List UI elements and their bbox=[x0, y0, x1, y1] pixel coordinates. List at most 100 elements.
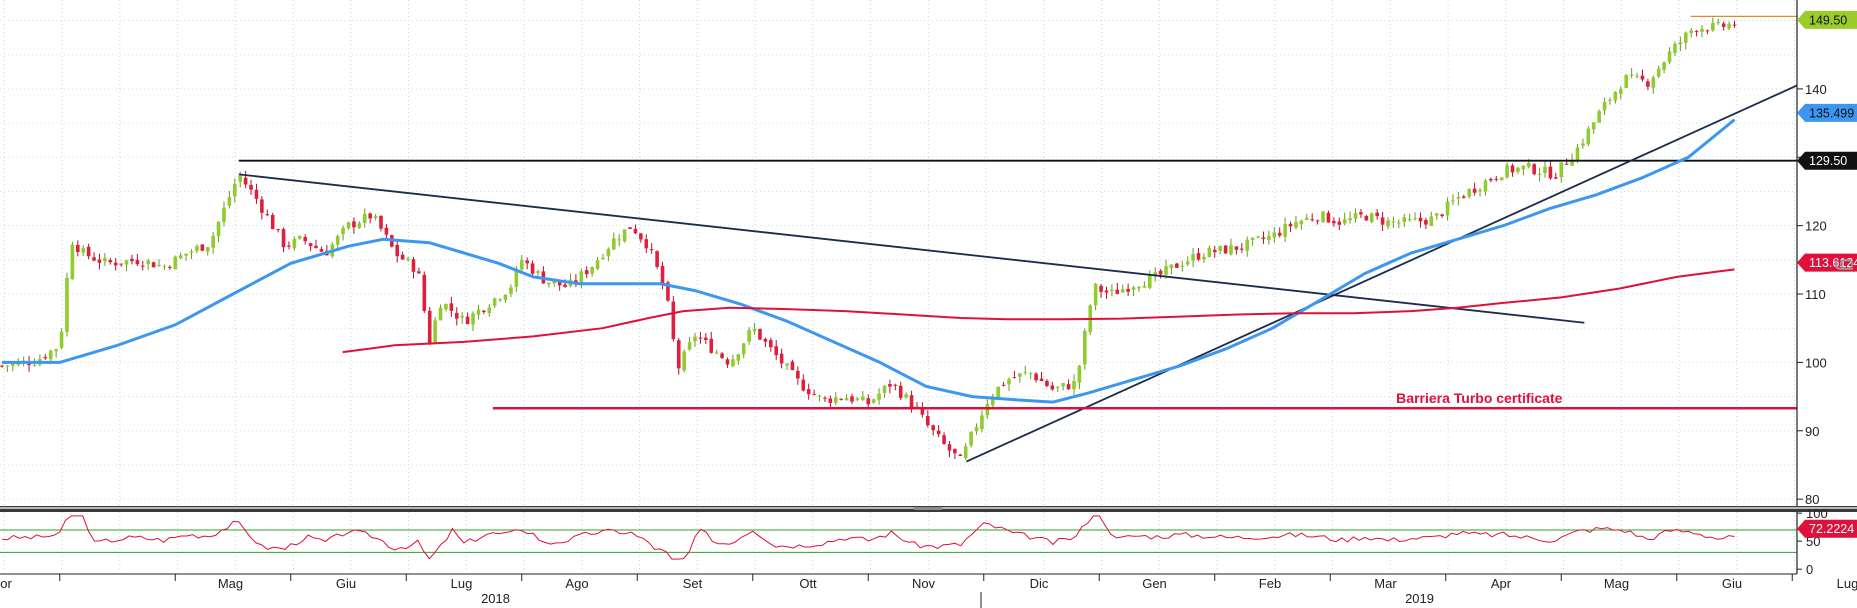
candle-body bbox=[1548, 166, 1553, 179]
candle-body bbox=[768, 340, 773, 348]
candle-body bbox=[1570, 159, 1574, 166]
candle-body bbox=[124, 260, 129, 265]
last-price-tag-label: 149.50 bbox=[1809, 13, 1847, 27]
candle-body bbox=[801, 379, 806, 391]
candle-body bbox=[1375, 212, 1379, 217]
candle-body bbox=[969, 431, 973, 446]
candle-body bbox=[958, 454, 963, 457]
candle-body bbox=[444, 304, 448, 310]
candle-body bbox=[861, 396, 865, 401]
candle-body bbox=[1142, 286, 1147, 288]
candle-body bbox=[601, 258, 605, 260]
candle-body bbox=[1180, 265, 1185, 267]
candle-body bbox=[341, 227, 345, 235]
candle-body bbox=[487, 307, 492, 314]
candle-body bbox=[1451, 200, 1455, 202]
candle-body bbox=[1110, 289, 1114, 291]
candle-body bbox=[1077, 365, 1082, 383]
candle-body bbox=[779, 353, 784, 364]
candle-body bbox=[1662, 62, 1666, 70]
candle-body bbox=[1337, 221, 1342, 225]
candle-body bbox=[1018, 373, 1022, 377]
candle-body bbox=[1039, 378, 1044, 382]
month-label: Gen bbox=[1142, 576, 1167, 591]
candle-body bbox=[785, 363, 789, 366]
candle-body bbox=[265, 214, 270, 216]
osc-tick-label: 0 bbox=[1806, 562, 1813, 577]
candle-body bbox=[790, 361, 795, 371]
candle-body bbox=[909, 395, 914, 408]
candle-body bbox=[736, 354, 741, 361]
month-label: Mag bbox=[218, 576, 243, 591]
candle-body bbox=[595, 260, 600, 269]
month-label: Feb bbox=[1259, 576, 1281, 591]
candle-body bbox=[281, 229, 286, 248]
trendline-0 bbox=[238, 173, 1585, 324]
ma-red-tag-label: 113.6124 bbox=[1809, 256, 1857, 270]
candle-body bbox=[806, 389, 811, 395]
price-tick-label: 110 bbox=[1805, 287, 1826, 302]
candle-body bbox=[43, 357, 48, 359]
candle-body bbox=[32, 364, 37, 366]
candle-body bbox=[1240, 248, 1244, 250]
candle-body bbox=[628, 227, 632, 230]
candle-body bbox=[249, 184, 253, 190]
candle-body bbox=[1353, 213, 1358, 219]
candle-body bbox=[1402, 217, 1407, 222]
candle-body bbox=[947, 444, 952, 451]
candle-body bbox=[65, 277, 69, 333]
candle-body bbox=[682, 351, 686, 371]
candle-body bbox=[417, 271, 421, 274]
candle-body bbox=[1369, 213, 1374, 222]
candle-body bbox=[157, 264, 161, 266]
candle-body bbox=[1413, 218, 1417, 220]
candle-body bbox=[178, 255, 183, 259]
candle-body bbox=[346, 222, 351, 229]
candle-body bbox=[552, 280, 557, 284]
candle-body bbox=[211, 235, 215, 248]
osc-tick-label: 100 bbox=[1806, 506, 1828, 521]
candle-body bbox=[725, 359, 730, 365]
candle-body bbox=[1131, 287, 1136, 290]
year-label: 2018 bbox=[481, 591, 510, 606]
candle-body bbox=[1683, 32, 1688, 43]
candle-body bbox=[1083, 330, 1087, 365]
candle-body bbox=[422, 274, 427, 311]
month-label: Set bbox=[683, 576, 703, 591]
candle-body bbox=[519, 260, 524, 270]
candle-body bbox=[828, 398, 833, 403]
candle-body bbox=[741, 343, 746, 355]
candle-body bbox=[898, 385, 903, 398]
candle-body bbox=[1207, 247, 1212, 257]
candle-body bbox=[205, 247, 210, 252]
candle-body bbox=[119, 263, 123, 265]
candle-body bbox=[1359, 212, 1363, 215]
price-tick-label: 80 bbox=[1805, 492, 1819, 507]
osc-tag-label: 72.2224 bbox=[1809, 522, 1854, 536]
candle-body bbox=[1315, 220, 1320, 222]
candle-body bbox=[1694, 31, 1699, 33]
candle-body bbox=[1099, 285, 1103, 292]
candle-body bbox=[1218, 246, 1222, 251]
candle-body bbox=[168, 266, 172, 268]
candle-body bbox=[1434, 213, 1439, 216]
candle-body bbox=[352, 221, 356, 228]
candle-body bbox=[893, 384, 898, 386]
candle-body bbox=[449, 303, 454, 311]
candle-body bbox=[1445, 201, 1450, 216]
candle-body bbox=[427, 310, 432, 344]
candle-body bbox=[839, 398, 843, 400]
candle-body bbox=[980, 415, 984, 429]
candle-body bbox=[888, 384, 892, 387]
candle-body bbox=[666, 282, 670, 301]
candle-body bbox=[1711, 22, 1715, 31]
month-label: Lug bbox=[451, 576, 473, 591]
candle-body bbox=[720, 353, 724, 358]
month-label: Mag bbox=[1604, 576, 1629, 591]
candle-body bbox=[1673, 43, 1677, 53]
moving-averages bbox=[2, 118, 1736, 404]
candle-body bbox=[1499, 177, 1504, 181]
candle-body bbox=[1283, 223, 1287, 237]
candle-body bbox=[574, 280, 578, 283]
candle-body bbox=[709, 338, 714, 353]
